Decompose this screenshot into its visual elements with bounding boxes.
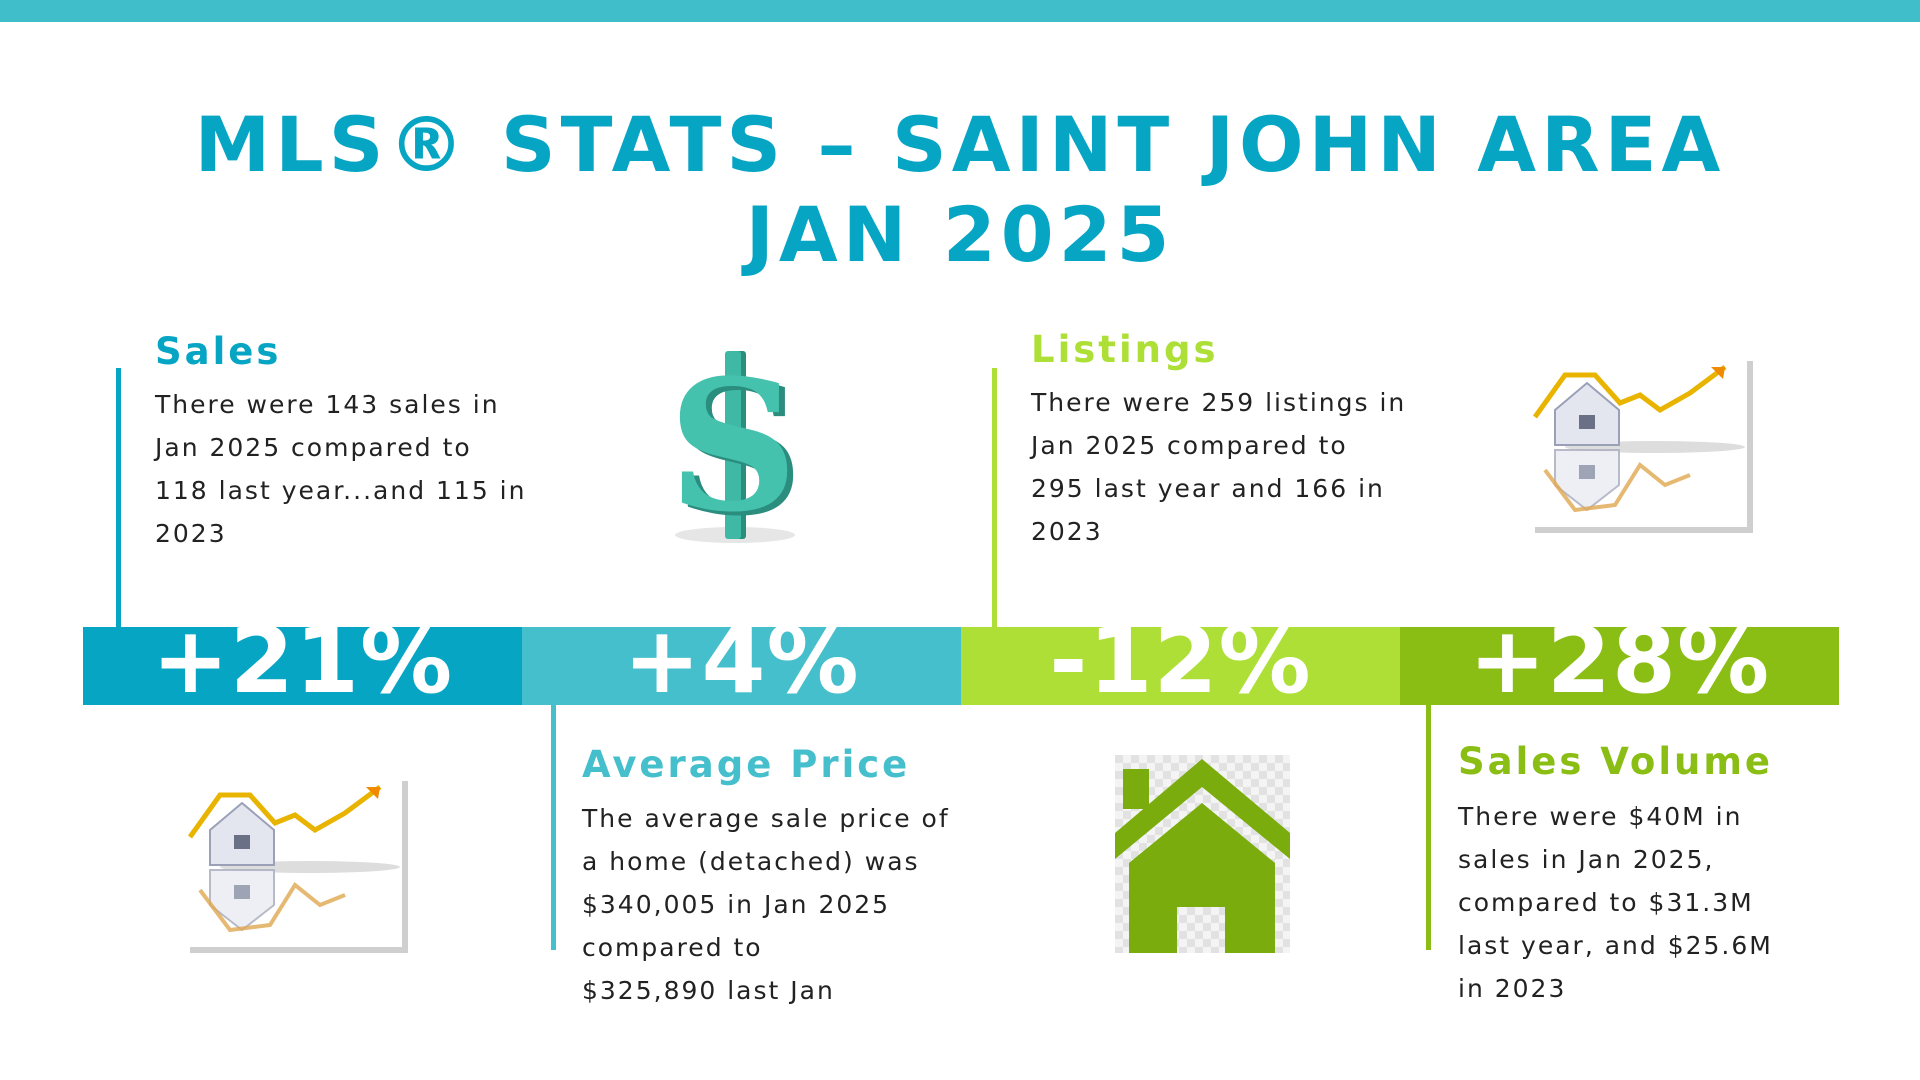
listings-description: There were 259 listings in Jan 2025 comp… [1031,381,1406,553]
page-title-line-1: MLS® STATS – SAINT JOHN AREA [194,100,1726,189]
sales-divider [116,368,121,627]
listings-change-band: -12% [961,627,1400,705]
sales-change-band: +21% [83,627,522,705]
dollar-sign-icon: S S [655,341,815,556]
sales-volume-change-band: +28% [1400,627,1839,705]
sales-volume-change-value: +28% [1468,627,1771,705]
sales-volume-divider [1426,705,1431,950]
house-growth-chart-icon-2 [180,775,410,955]
sales-volume-heading: Sales Volume [1458,740,1773,783]
sales-description: There were 143 sales in Jan 2025 compare… [155,383,526,555]
house-icon [1115,755,1290,953]
average-price-line-2: a home (detached) was [582,847,920,876]
average-price-line-5: $325,890 last Jan [582,976,835,1005]
average-price-description: The average sale price of a home (detach… [582,797,950,1012]
listings-line-4: 2023 [1031,517,1103,546]
listings-line-3: 295 last year and 166 in [1031,474,1385,503]
average-price-line-3: $340,005 in Jan 2025 [582,890,891,919]
average-price-divider [551,705,556,950]
sales-line-4: 2023 [155,519,227,548]
listings-line-1: There were 259 listings in [1031,388,1407,417]
average-price-line-1: The average sale price of [582,804,950,833]
sales-volume-description: There were $40M in sales in Jan 2025, co… [1458,795,1773,1010]
average-price-change-band: +4% [522,627,961,705]
sales-line-1: There were 143 sales in [155,390,500,419]
page-title-line-2: JAN 2025 [745,190,1175,279]
sales-heading: Sales [155,330,282,373]
page-title: MLS® STATS – SAINT JOHN AREA JAN 2025 [0,100,1920,280]
top-accent-bar [0,0,1920,22]
sales-volume-line-4: last year, and $25.6M [1458,931,1773,960]
average-price-line-4: compared to [582,933,763,962]
sales-volume-line-5: in 2023 [1458,974,1567,1003]
svg-text:S: S [674,345,804,545]
sales-change-value: +21% [151,627,454,705]
average-price-heading: Average Price [582,743,911,786]
svg-text:S: S [668,345,798,545]
house-growth-chart-icon [1525,355,1755,535]
average-price-change-value: +4% [623,627,860,705]
listings-change-value: -12% [1049,627,1312,705]
sales-volume-line-2: sales in Jan 2025, [1458,845,1715,874]
sales-volume-line-3: compared to $31.3M [1458,888,1754,917]
listings-line-2: Jan 2025 compared to [1031,431,1348,460]
sales-line-3: 118 last year...and 115 in [155,476,527,505]
sales-line-2: Jan 2025 compared to [155,433,472,462]
listings-heading: Listings [1031,328,1219,371]
listings-divider [992,368,997,627]
sales-volume-line-1: There were $40M in [1458,802,1743,831]
